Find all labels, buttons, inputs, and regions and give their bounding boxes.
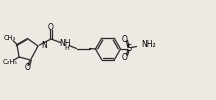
Text: O: O	[25, 64, 30, 72]
Text: O: O	[48, 22, 54, 32]
Text: O: O	[122, 52, 127, 62]
Text: S: S	[127, 44, 132, 53]
Text: O: O	[122, 34, 127, 44]
Text: N: N	[41, 42, 47, 50]
Text: NH₂: NH₂	[141, 40, 156, 49]
Text: H: H	[64, 46, 69, 52]
Text: C₂H₅: C₂H₅	[3, 59, 17, 65]
Text: NH: NH	[59, 38, 71, 48]
Text: CH₃: CH₃	[4, 34, 16, 41]
